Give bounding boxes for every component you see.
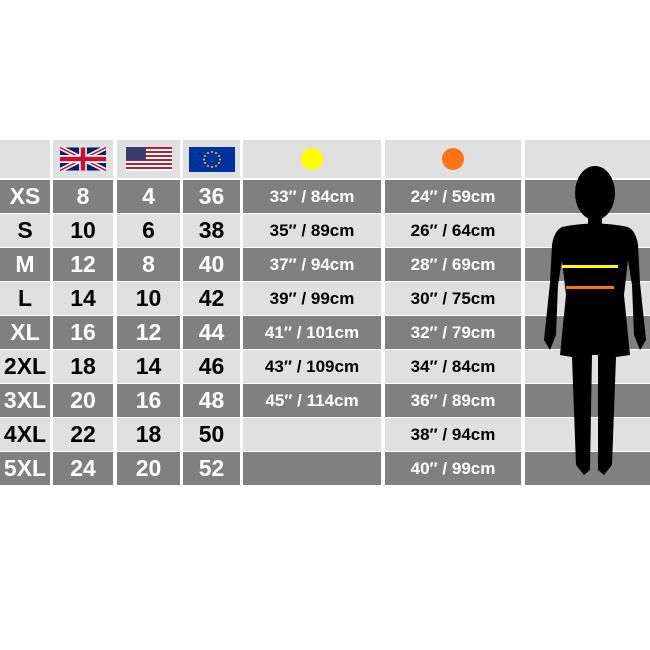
waist-cell: 30″ / 75cm [385,282,521,315]
bust-dot-icon [301,148,323,170]
us-cell: 12 [117,316,180,349]
header-size-cell [0,140,50,178]
header-row [0,140,650,178]
header-bust-cell [243,140,381,178]
waist-cell: 32″ / 79cm [385,316,521,349]
uk-cell: 24 [53,452,113,485]
us-cell: 6 [117,214,180,247]
bust-cell: 43″ / 109cm [243,350,381,383]
table-row: S 10 6 38 35″ / 89cm 26″ / 64cm [0,214,650,247]
table-row: 5XL 24 20 52 40″ / 99cm [0,452,650,485]
uk-cell: 10 [53,214,113,247]
waist-cell: 36″ / 89cm [385,384,521,417]
uk-cell: 14 [53,282,113,315]
table-row: 4XL 22 18 50 38″ / 94cm [0,418,650,451]
size-cell: XS [0,180,50,213]
header-uk-cell [53,140,113,178]
bust-cell: 39″ / 99cm [243,282,381,315]
waist-dot-icon [442,148,464,170]
waist-cell: 26″ / 64cm [385,214,521,247]
waist-cell: 24″ / 59cm [385,180,521,213]
eu-cell: 46 [183,350,240,383]
waist-cell: 34″ / 84cm [385,350,521,383]
table-row: 2XL 18 14 46 43″ / 109cm 34″ / 84cm [0,350,650,383]
us-cell: 4 [117,180,180,213]
uk-cell: 8 [53,180,113,213]
bust-cell: 41″ / 101cm [243,316,381,349]
uk-cell: 20 [53,384,113,417]
eu-flag-icon [188,146,235,172]
header-waist-cell [385,140,521,178]
us-cell: 18 [117,418,180,451]
size-cell: 5XL [0,452,50,485]
bust-cell: 33″ / 84cm [243,180,381,213]
bust-cell: 37″ / 94cm [243,248,381,281]
header-eu-cell [183,140,240,178]
us-cell: 14 [117,350,180,383]
waist-cell: 38″ / 94cm [385,418,521,451]
eu-cell: 38 [183,214,240,247]
bust-cell: 35″ / 89cm [243,214,381,247]
us-flag-icon [125,147,172,171]
eu-cell: 44 [183,316,240,349]
size-cell: L [0,282,50,315]
eu-cell: 42 [183,282,240,315]
us-cell: 8 [117,248,180,281]
bust-cell [243,452,381,485]
waist-cell: 28″ / 69cm [385,248,521,281]
size-cell: S [0,214,50,247]
uk-flag-icon [60,147,106,171]
bust-cell [243,418,381,451]
eu-cell: 52 [183,452,240,485]
us-cell: 20 [117,452,180,485]
eu-cell: 40 [183,248,240,281]
female-silhouette-icon [544,166,646,475]
waist-cell: 40″ / 99cm [385,452,521,485]
size-cell: 3XL [0,384,50,417]
size-cell: M [0,248,50,281]
uk-cell: 18 [53,350,113,383]
bust-cell: 45″ / 114cm [243,384,381,417]
size-cell: 4XL [0,418,50,451]
size-cell: 2XL [0,350,50,383]
size-cell: XL [0,316,50,349]
eu-cell: 48 [183,384,240,417]
uk-cell: 16 [53,316,113,349]
table-row: L 14 10 42 39″ / 99cm 30″ / 75cm [0,282,650,315]
us-cell: 10 [117,282,180,315]
eu-cell: 50 [183,418,240,451]
uk-cell: 22 [53,418,113,451]
eu-cell: 36 [183,180,240,213]
header-us-cell [117,140,180,178]
uk-cell: 12 [53,248,113,281]
us-cell: 16 [117,384,180,417]
